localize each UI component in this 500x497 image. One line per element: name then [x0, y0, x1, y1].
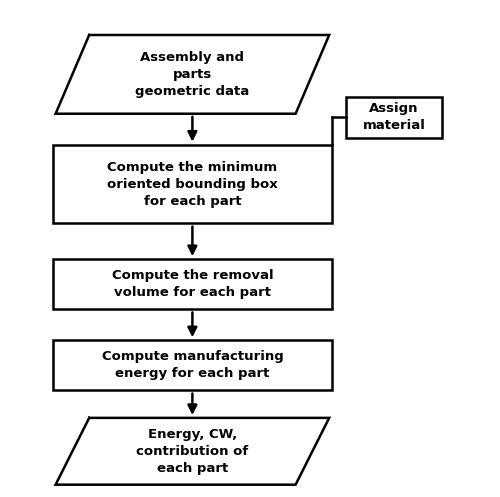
Text: Energy, CW,
contribution of
each part: Energy, CW, contribution of each part — [136, 428, 248, 475]
Text: Compute the removal
volume for each part: Compute the removal volume for each part — [112, 269, 273, 299]
Text: Compute the minimum
oriented bounding box
for each part: Compute the minimum oriented bounding bo… — [107, 161, 278, 208]
Text: Assembly and
parts
geometric data: Assembly and parts geometric data — [136, 51, 250, 98]
Text: Assign
material: Assign material — [362, 102, 426, 132]
Polygon shape — [56, 418, 329, 485]
Bar — [346, 97, 442, 138]
Bar — [53, 340, 332, 391]
Text: Compute manufacturing
energy for each part: Compute manufacturing energy for each pa… — [102, 350, 284, 380]
Bar — [53, 259, 332, 309]
Polygon shape — [56, 35, 329, 114]
Bar — [53, 145, 332, 224]
